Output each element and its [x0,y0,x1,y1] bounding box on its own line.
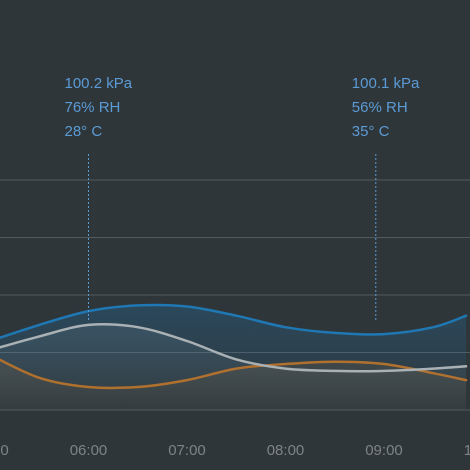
humidity-line [0,322,468,373]
x-tick-label: 08:00 [267,442,305,459]
x-tick-label: 06:00 [70,442,108,459]
annotation-label: 100.2 kPa [65,75,133,92]
series-lines [0,303,468,390]
annotation-label: 35° C [352,123,390,140]
annotation-label: 76% RH [65,99,121,116]
x-tick-label: 09:00 [365,442,403,459]
x-tick-label: 05:00 [0,442,9,459]
annotation-label: 28° C [65,123,103,140]
annotation-label: 100.1 kPa [352,75,420,92]
x-tick-label: 10:00 [464,442,470,459]
temperature-line [0,358,468,390]
annotations: 100.2 kPa 76% RH 28° C 100.1 kPa 56% RH 35° C [65,75,420,322]
x-tick-label: 07:00 [168,442,206,459]
pressure-line [0,303,468,339]
annotation-label: 56% RH [352,99,408,116]
x-axis-ticks: 05:00 06:00 07:00 08:00 09:00 10:00 [0,442,470,459]
